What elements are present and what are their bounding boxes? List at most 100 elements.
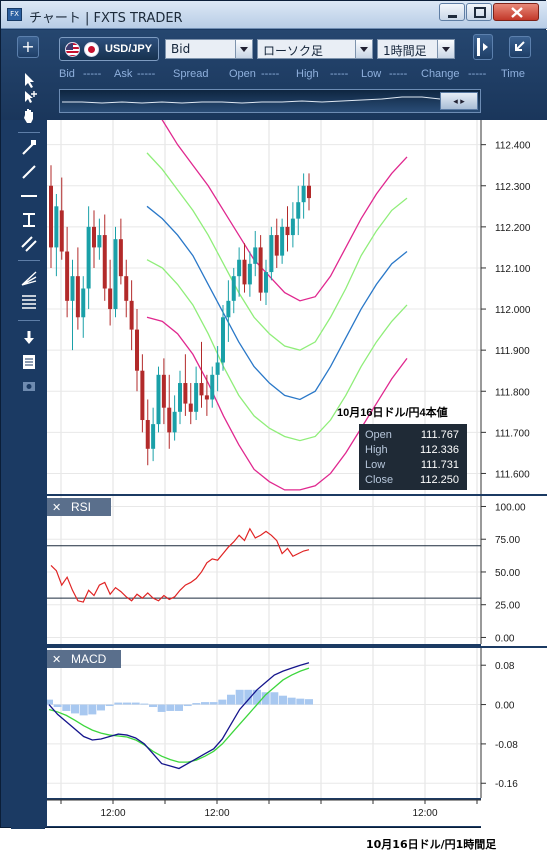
crosshair-tool[interactable] bbox=[19, 88, 39, 108]
candle-body bbox=[140, 370, 145, 421]
rsi-line bbox=[50, 527, 310, 603]
ohlc-annotation-box bbox=[359, 424, 467, 490]
macd-histogram-bar bbox=[47, 699, 53, 705]
price-side-select[interactable]: Bid bbox=[165, 39, 253, 59]
candle-body bbox=[183, 383, 188, 404]
list-icon bbox=[23, 355, 35, 369]
macd-histogram-bar bbox=[261, 692, 270, 705]
undock-button[interactable] bbox=[509, 36, 531, 58]
screenshot-tool[interactable] bbox=[19, 376, 39, 396]
navigator-thumb[interactable]: ◂ ▸ bbox=[440, 92, 478, 110]
maximize-button[interactable] bbox=[466, 3, 492, 21]
macd-histogram-bar bbox=[88, 704, 97, 715]
macd-histogram-bar bbox=[71, 704, 79, 714]
macd-tick-label: 0.00 bbox=[495, 701, 515, 712]
time-tick-label: 12:00 bbox=[100, 808, 125, 819]
expand-panel-button[interactable] bbox=[473, 34, 493, 60]
price-tick-label: 111.900 bbox=[495, 346, 530, 357]
macd-histogram-bar bbox=[183, 704, 192, 707]
price-tick-label: 112.300 bbox=[495, 182, 531, 193]
trendline-tool[interactable] bbox=[19, 138, 39, 158]
price-axis-background bbox=[481, 120, 547, 829]
price-tick-label: 112.100 bbox=[495, 264, 531, 275]
cursor-tool[interactable] bbox=[19, 70, 39, 90]
candle-body bbox=[237, 259, 242, 277]
macd-histogram-bar bbox=[192, 703, 201, 705]
rsi-tick-label: 25.00 bbox=[495, 601, 520, 612]
chart-type-select[interactable]: ローソク足 bbox=[257, 39, 373, 59]
quote-high-label: High bbox=[296, 68, 319, 80]
candle-body bbox=[226, 300, 231, 318]
crosshair-icon bbox=[25, 91, 37, 103]
list-tool[interactable] bbox=[19, 352, 39, 372]
bb-upper-2sigma bbox=[161, 120, 408, 302]
quote-bid-value: ----- bbox=[83, 68, 102, 80]
ohlc-annotation-label: Open bbox=[365, 429, 392, 441]
candle-body bbox=[258, 247, 263, 293]
close-button[interactable] bbox=[493, 3, 539, 21]
download-tool[interactable] bbox=[19, 328, 39, 348]
currency-pair-button[interactable]: USD/JPY bbox=[59, 37, 159, 61]
chart-type-value: ローソク足 bbox=[263, 44, 324, 58]
price-tick-label: 111.700 bbox=[495, 428, 530, 439]
vertical-line-icon bbox=[23, 213, 35, 227]
macd-histogram-bar bbox=[62, 704, 71, 711]
add-chart-button[interactable]: + bbox=[17, 36, 39, 58]
candle-body bbox=[221, 317, 225, 363]
chart-area[interactable]: 111.600 111.700 111.800 111.900 112.000 112.1… bbox=[47, 120, 547, 829]
candle-body bbox=[97, 235, 102, 248]
macd-histogram-bar bbox=[218, 699, 227, 705]
fibonacci-tool[interactable] bbox=[19, 292, 39, 312]
horizontal-line-tool[interactable] bbox=[19, 186, 39, 206]
bb-upper-1sigma bbox=[146, 152, 408, 351]
macd-histogram-bar bbox=[227, 694, 235, 705]
quote-low-label: Low bbox=[361, 68, 382, 80]
fan-tool[interactable] bbox=[19, 268, 39, 288]
expand-icon bbox=[477, 38, 488, 56]
hand-tool[interactable] bbox=[19, 106, 39, 126]
candle-body bbox=[145, 420, 150, 449]
quote-ask-value: ----- bbox=[137, 68, 156, 80]
candle-body bbox=[253, 247, 258, 264]
fan-icon bbox=[21, 271, 37, 286]
chevron-down-icon bbox=[235, 40, 252, 58]
navigator-sparkline bbox=[62, 96, 440, 104]
macd-histogram-bar bbox=[253, 689, 261, 705]
close-icon bbox=[511, 7, 523, 18]
timeframe-select[interactable]: 1時間足 bbox=[377, 39, 455, 59]
macd-histogram-bar bbox=[244, 689, 253, 705]
rsi-plot-background bbox=[47, 496, 481, 644]
macd-tick-label: 0.08 bbox=[495, 661, 515, 672]
candle-body bbox=[296, 202, 301, 219]
macd-histogram-bar bbox=[131, 702, 140, 705]
currency-pair-label: USD/JPY bbox=[105, 43, 153, 55]
candle-body bbox=[81, 288, 86, 318]
vertical-line-tool[interactable] bbox=[19, 210, 39, 230]
candle-body bbox=[49, 185, 53, 248]
chart-window: FX チャート | FXTS TRADER + USD/JPY Bid ローソク… bbox=[0, 0, 547, 829]
channel-icon bbox=[21, 236, 37, 252]
rsi-tick-label: 0.00 bbox=[495, 633, 515, 644]
undock-icon bbox=[515, 41, 525, 51]
macd-histogram-bar bbox=[157, 704, 166, 712]
title-bar[interactable]: FX チャート | FXTS TRADER bbox=[1, 1, 547, 29]
chevron-down-icon bbox=[437, 40, 454, 58]
sidebar-divider bbox=[18, 320, 40, 321]
quote-bar: Bid ----- Ask ----- Spread Open ----- Hi… bbox=[59, 68, 529, 82]
macd-histogram-bar bbox=[79, 704, 88, 716]
time-scroll-navigator[interactable]: ◂ ▸ bbox=[59, 89, 481, 113]
candle-body bbox=[59, 210, 64, 252]
minimize-button[interactable] bbox=[439, 3, 465, 21]
candle-body bbox=[113, 239, 118, 310]
figure-caption: 10月16日ドル/円1時間足 bbox=[366, 838, 497, 851]
ohlc-annotation-value: 111.731 bbox=[421, 459, 459, 471]
bb-middle bbox=[146, 205, 408, 401]
channel-tool[interactable] bbox=[19, 234, 39, 254]
ohlc-annotation-label: Close bbox=[365, 474, 393, 486]
cursor-icon bbox=[25, 73, 34, 88]
time-axis-background bbox=[47, 800, 481, 826]
macd-panel-label: MACD bbox=[71, 652, 107, 666]
rsi-panel-label: RSI bbox=[71, 500, 91, 514]
quote-change-label: Change bbox=[421, 68, 460, 80]
line-tool[interactable] bbox=[19, 162, 39, 182]
